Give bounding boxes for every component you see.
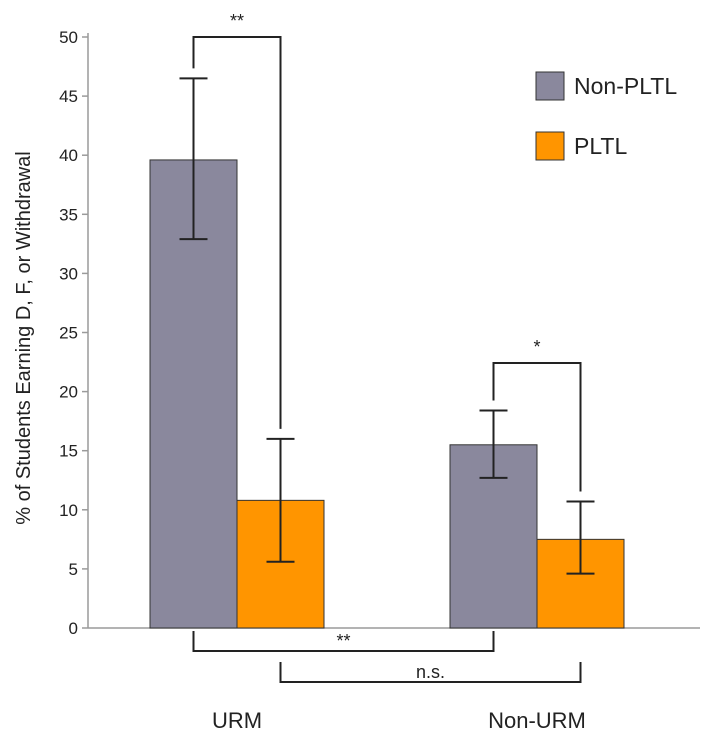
y-tick-label: 45	[59, 87, 78, 106]
significance-bracket	[192, 631, 495, 652]
significance-bracket	[492, 362, 582, 492]
legend-label: Non-PLTL	[574, 73, 677, 99]
y-tick-label: 10	[59, 501, 78, 520]
y-tick-label: 0	[69, 619, 78, 638]
x-category-label: Non-URM	[488, 708, 586, 733]
y-axis-title: % of Students Earning D, F, or Withdrawa…	[13, 151, 35, 525]
x-category-label: URM	[212, 708, 262, 733]
legend-label: PLTL	[574, 133, 627, 159]
y-tick-label: 15	[59, 442, 78, 461]
significance-label: **	[230, 11, 244, 31]
significance-label: n.s.	[416, 662, 445, 682]
legend-swatch-non-pltl	[535, 71, 565, 101]
y-tick-label: 5	[69, 560, 78, 579]
significance-bracket	[192, 36, 282, 429]
y-tick-label: 30	[59, 264, 78, 283]
y-tick-label: 50	[59, 28, 78, 47]
y-tick-label: 25	[59, 324, 78, 343]
legend: Non-PLTL PLTL	[535, 71, 677, 161]
significance-label: **	[336, 631, 350, 651]
significance-bracket	[279, 662, 582, 683]
bars	[149, 159, 625, 629]
category-labels: URM Non-URM	[212, 708, 586, 733]
significance-label: *	[533, 337, 540, 357]
significance-brackets: *****n.s.	[192, 11, 582, 683]
y-tick-label: 35	[59, 205, 78, 224]
y-tick-label: 40	[59, 146, 78, 165]
legend-swatch-pltl	[535, 131, 565, 161]
y-tick-label: 20	[59, 383, 78, 402]
error-bars	[179, 77, 595, 575]
